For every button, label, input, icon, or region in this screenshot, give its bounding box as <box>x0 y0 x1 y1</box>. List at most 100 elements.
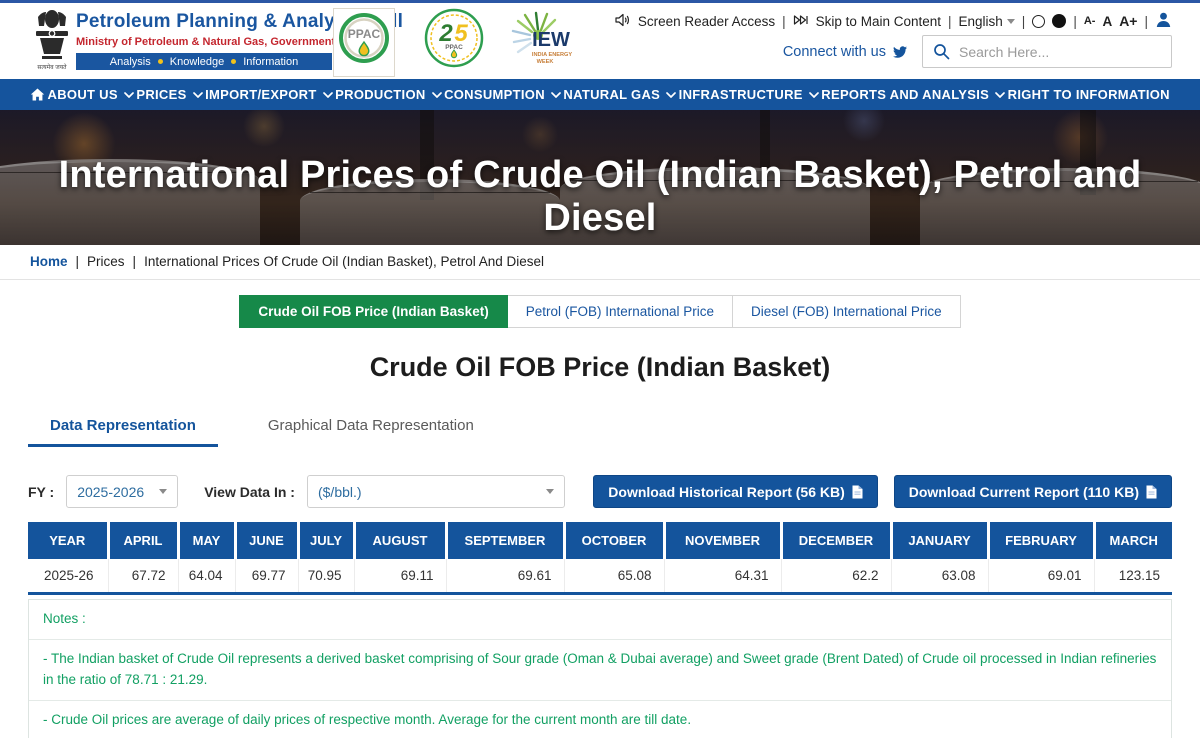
nav-item-about-us[interactable]: ABOUT US <box>48 87 134 102</box>
download-historical-label: Download Historical Report (56 KB) <box>608 483 845 500</box>
price-category-tabs: Crude Oil FOB Price (Indian Basket) Petr… <box>0 295 1200 328</box>
tab-graphical-representation[interactable]: Graphical Data Representation <box>267 417 474 434</box>
cell-july: 70.95 <box>298 559 355 594</box>
nav-item-production[interactable]: PRODUCTION <box>335 87 442 102</box>
org-name: Petroleum Planning & Analysis Cell <box>76 11 404 32</box>
india-national-emblem: सत्यमेव जयते <box>30 7 74 78</box>
chevron-down-icon <box>1006 18 1015 24</box>
chevron-down-icon <box>666 91 676 98</box>
hero-overlay <box>0 110 1200 245</box>
user-account-icon[interactable] <box>1155 11 1172 31</box>
separator: | <box>132 254 137 269</box>
main-nav: ABOUT US PRICES IMPORT/EXPORT PRODUCTION… <box>0 79 1200 110</box>
fy-select[interactable]: 2025-2026 <box>66 475 179 508</box>
tab-data-representation[interactable]: Data Representation <box>28 411 218 447</box>
col-header-september: SEPTEMBER <box>444 522 564 559</box>
screen-reader-icon <box>615 13 631 30</box>
search-input[interactable] <box>959 43 1149 60</box>
breadcrumb-current-page: International Prices Of Crude Oil (India… <box>144 254 544 269</box>
nav-label: PRODUCTION <box>335 87 426 102</box>
tab-diesel[interactable]: Diesel (FOB) International Price <box>733 295 961 328</box>
nav-label: INFRASTRUCTURE <box>678 87 803 102</box>
chevron-down-icon <box>545 489 554 494</box>
nav-label: IMPORT/EXPORT <box>205 87 317 102</box>
file-icon <box>1146 485 1157 498</box>
col-header-june: JUNE <box>233 522 298 559</box>
screen-reader-link[interactable]: Screen Reader Access <box>637 13 776 29</box>
note-average-prices: - Crude Oil prices are average of daily … <box>29 701 1171 738</box>
unit-selected-value: ($/bbl.) <box>317 483 362 500</box>
breadcrumb-prices[interactable]: Prices <box>87 254 125 269</box>
ppac-25-years-logo: 2 5 PPAC <box>424 8 484 73</box>
tagline-information: Information <box>243 55 299 68</box>
notes-section: Notes : - The Indian basket of Crude Oil… <box>28 599 1172 738</box>
col-header-january: JANUARY <box>889 522 988 559</box>
nav-item-consumption[interactable]: CONSUMPTION <box>444 87 561 102</box>
ppac-logo: PPAC <box>333 8 395 77</box>
download-historical-report-button[interactable]: Download Historical Report (56 KB) <box>593 475 878 508</box>
site-header: सत्यमेव जयते Petroleum Planning & Analys… <box>0 3 1200 79</box>
nav-item-infrastructure[interactable]: INFRASTRUCTURE <box>679 87 819 102</box>
tab-crude-oil[interactable]: Crude Oil FOB Price (Indian Basket) <box>239 295 508 328</box>
download-buttons: Download Historical Report (56 KB) Downl… <box>593 475 1172 508</box>
nav-item-import-export[interactable]: IMPORT/EXPORT <box>205 87 333 102</box>
oil-tank-graphic <box>0 159 260 245</box>
nav-item-natural-gas[interactable]: NATURAL GAS <box>563 87 676 102</box>
cell-august: 69.11 <box>354 559 447 594</box>
language-selector[interactable]: English <box>959 14 1015 29</box>
svg-text:IEW: IEW <box>532 29 570 51</box>
connect-with-us[interactable]: Connect with us <box>783 44 908 60</box>
cell-september: 69.61 <box>446 559 565 594</box>
unit-select[interactable]: ($/bbl.) <box>306 475 565 508</box>
table-header-row: YEAR APRIL MAY JUNE JULY AUGUST SEPTEMBE… <box>28 522 1172 559</box>
nav-label: REPORTS AND ANALYSIS <box>821 87 990 102</box>
col-header-october: OCTOBER <box>562 522 664 559</box>
page-banner-title: International Prices of Crude Oil (India… <box>58 154 1142 239</box>
download-current-report-button[interactable]: Download Current Report (110 KB) <box>893 475 1172 508</box>
nav-item-right-to-information[interactable]: RIGHT TO INFORMATION <box>1008 87 1170 102</box>
cell-january: 63.08 <box>891 559 989 594</box>
oil-tank-graphic <box>300 179 560 245</box>
font-decrease-button[interactable]: A- <box>1083 15 1096 27</box>
nav-label: NATURAL GAS <box>563 87 661 102</box>
refinery-tower-graphic <box>760 110 770 180</box>
tagline-dot-icon <box>157 59 163 64</box>
tab-petrol[interactable]: Petrol (FOB) International Price <box>507 295 734 328</box>
svg-text:WEEK: WEEK <box>537 59 554 65</box>
chevron-down-icon <box>192 91 203 98</box>
separator: | <box>948 13 952 29</box>
cell-april: 67.72 <box>108 559 179 594</box>
svg-text:2: 2 <box>438 20 453 47</box>
col-header-december: DECEMBER <box>779 522 891 559</box>
font-default-button[interactable]: A <box>1102 13 1113 29</box>
tagline-knowledge: Knowledge <box>169 55 225 68</box>
col-header-march: MARCH <box>1092 522 1172 559</box>
chevron-down-icon <box>808 91 819 98</box>
note-indian-basket-ratio: - The Indian basket of Crude Oil represe… <box>29 640 1171 701</box>
tagline-dot-icon <box>231 59 237 64</box>
chevron-down-icon <box>159 489 168 494</box>
nav-home[interactable] <box>30 88 45 101</box>
theme-dark-toggle-icon[interactable] <box>1052 14 1067 28</box>
view-data-in-label: View Data In : <box>204 483 295 500</box>
font-increase-button[interactable]: A+ <box>1119 13 1138 29</box>
theme-light-toggle-icon[interactable] <box>1032 14 1046 28</box>
twitter-icon[interactable] <box>892 45 908 59</box>
chevron-down-icon <box>123 91 134 98</box>
nav-item-prices[interactable]: PRICES <box>136 87 203 102</box>
file-icon <box>852 485 863 498</box>
fy-selected-value: 2025-2026 <box>77 483 145 500</box>
breadcrumb: Home | Prices | International Prices Of … <box>0 245 1200 280</box>
site-branding: Petroleum Planning & Analysis Cell Minis… <box>76 11 403 70</box>
chevron-down-icon <box>431 91 442 98</box>
search-box[interactable] <box>922 35 1172 68</box>
breadcrumb-home-link[interactable]: Home <box>30 254 68 269</box>
nav-item-reports-and-analysis[interactable]: REPORTS AND ANALYSIS <box>821 87 1005 102</box>
col-header-august: AUGUST <box>352 522 446 559</box>
skip-content-link[interactable]: Skip to Main Content <box>815 13 941 29</box>
top-accent-strip <box>0 0 1200 3</box>
language-label: English <box>958 13 1003 29</box>
separator: | <box>1073 13 1077 29</box>
home-icon <box>30 88 45 101</box>
